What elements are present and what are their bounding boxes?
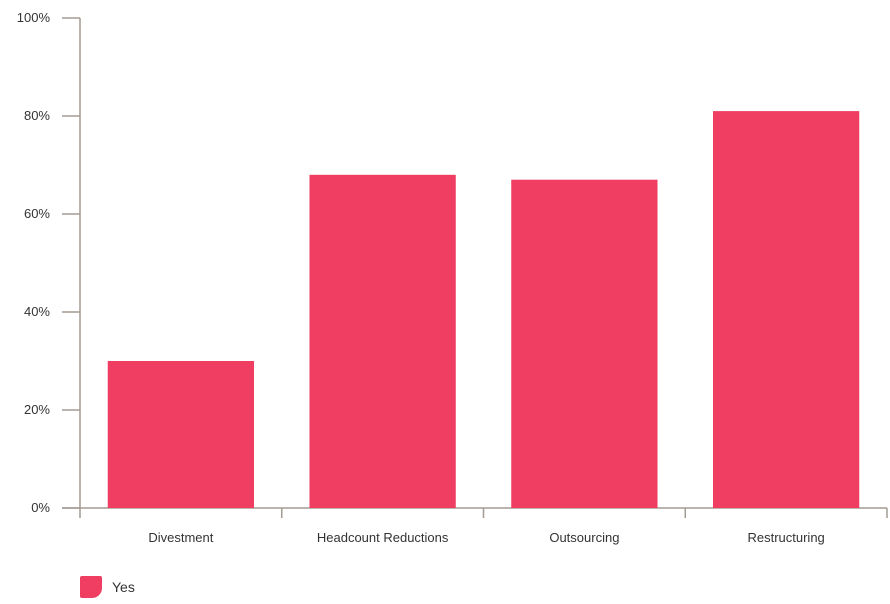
x-tick-label: Outsourcing [549, 530, 619, 545]
x-tick-label: Divestment [148, 530, 213, 545]
y-tick-label: 60% [24, 206, 50, 221]
bar-outsourcing [511, 179, 658, 508]
legend-label-yes: Yes [112, 579, 135, 595]
y-tick-label: 20% [24, 402, 50, 417]
y-tick-label: 80% [24, 108, 50, 123]
legend-swatch-yes [80, 576, 102, 598]
legend: Yes [80, 576, 135, 598]
bar-divestment [107, 361, 255, 508]
y-tick-label: 100% [17, 10, 51, 25]
tick-labels: 0% 20% 40% 60% 80% 100% Divestment Headcount Re… [17, 10, 825, 545]
x-tick-label: Restructuring [747, 530, 824, 545]
bars [107, 111, 860, 509]
bar-restructuring [712, 111, 860, 508]
x-tick-label: Headcount Reductions [317, 530, 449, 545]
bar-headcount-reductions [309, 174, 456, 509]
y-tick-label: 40% [24, 304, 50, 319]
y-tick-label: 0% [31, 500, 50, 515]
